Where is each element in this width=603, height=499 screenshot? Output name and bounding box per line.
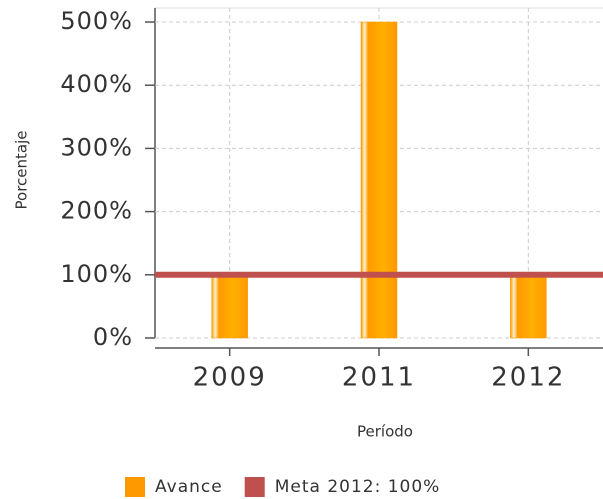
y-tick-label: 0% xyxy=(93,323,133,351)
y-tick-label: 500% xyxy=(60,7,133,35)
bar xyxy=(360,21,398,339)
legend-swatch xyxy=(125,477,145,497)
legend-swatch xyxy=(244,477,265,497)
legend-label: Avance xyxy=(155,477,223,497)
y-tick-label: 100% xyxy=(60,260,133,288)
legend-label: Meta 2012: 100% xyxy=(275,477,441,497)
bar xyxy=(211,274,248,339)
bar xyxy=(510,274,547,339)
x-tick-label: 2011 xyxy=(342,363,416,393)
y-axis-title: Porcentaje xyxy=(13,131,31,210)
x-tick-label: 2009 xyxy=(193,363,267,393)
x-axis-title: Período xyxy=(357,423,413,441)
y-tick-label: 300% xyxy=(60,133,133,161)
x-tick-label: 2012 xyxy=(491,363,565,393)
y-tick-label: 200% xyxy=(60,197,133,225)
y-tick-label: 400% xyxy=(60,70,133,98)
